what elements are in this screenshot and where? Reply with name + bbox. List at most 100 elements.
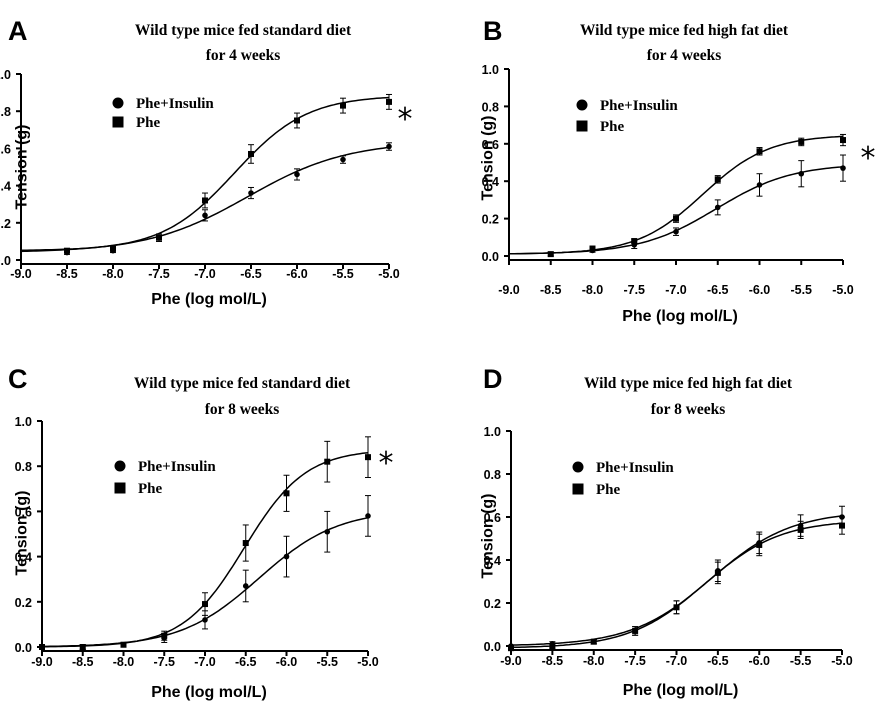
- y-tick-label: 0.0: [484, 640, 501, 654]
- x-tick-label: -6.5: [235, 655, 257, 669]
- legend: Phe+Insulin Phe: [572, 460, 674, 498]
- y-tick-label: 0.4: [0, 180, 11, 194]
- y-tick-label: 0.2: [482, 213, 499, 227]
- data-point: [386, 98, 392, 105]
- x-tick-label: -7.5: [148, 267, 170, 281]
- x-tick-label: -5.0: [357, 655, 379, 669]
- x-tick-label: -8.0: [113, 655, 135, 669]
- y-tick-label: 1.0: [0, 68, 11, 82]
- data-point: [294, 171, 300, 178]
- data-point: [340, 156, 346, 163]
- data-point: [340, 102, 346, 109]
- legend-label: Phe+Insulin: [596, 460, 674, 476]
- data-point: [156, 234, 162, 241]
- series-phe: [39, 495, 371, 650]
- chart-title: for 8 weeks: [651, 401, 726, 418]
- x-tick-label: -6.0: [748, 654, 770, 668]
- data-point: [590, 638, 597, 645]
- legend: Phe+Insulin Phe: [114, 459, 216, 497]
- series-phe-insulin: [508, 516, 845, 652]
- data-point: [324, 458, 331, 465]
- x-axis-title: Phe (log mol/L): [622, 308, 738, 325]
- x-tick-label: -8.5: [72, 655, 94, 669]
- legend-circle-icon: [572, 461, 584, 473]
- legend-label: Phe+Insulin: [600, 98, 678, 114]
- legend-circle-icon: [112, 97, 124, 109]
- chart-title: for 4 weeks: [206, 47, 281, 64]
- significance-asterisk: *: [379, 446, 394, 481]
- series-phe: [509, 154, 846, 257]
- panel-C: C Wild type mice fed standard diet for 8 w…: [8, 364, 394, 701]
- chart-title: Wild type mice fed standard diet: [135, 22, 352, 39]
- data-point: [508, 643, 514, 649]
- significance-asterisk: *: [398, 102, 413, 137]
- legend: Phe+Insulin Phe: [576, 98, 678, 135]
- y-tick-label: 0.2: [0, 217, 11, 231]
- chart-title: Wild type mice fed high fat diet: [580, 22, 789, 39]
- legend: Phe+Insulin Phe: [112, 96, 214, 131]
- x-tick-label: -5.5: [790, 654, 812, 668]
- data-point: [797, 522, 804, 529]
- y-tick-label: 0.6: [15, 505, 32, 519]
- data-point: [294, 117, 300, 124]
- data-point: [714, 176, 721, 183]
- x-tick-label: -7.0: [194, 267, 216, 281]
- x-tick-label: -8.5: [56, 267, 78, 281]
- fit-curve: [20, 96, 390, 252]
- data-point: [589, 247, 596, 254]
- y-tick-label: 0.8: [484, 468, 501, 482]
- x-tick-label: -7.5: [623, 283, 645, 297]
- panel-letter: D: [483, 364, 503, 394]
- x-tick-label: -9.0: [10, 267, 32, 281]
- y-axis-title: Tension (g): [479, 493, 496, 578]
- series-phe-insulin: [20, 93, 392, 254]
- data-point: [248, 190, 254, 196]
- legend-square-icon: [576, 120, 588, 132]
- chart-title: for 8 weeks: [205, 401, 280, 418]
- data-point: [64, 249, 70, 256]
- x-tick-label: -5.5: [790, 283, 812, 297]
- y-tick-label: 0.6: [482, 138, 499, 152]
- y-tick-label: 0.6: [484, 511, 501, 525]
- data-point: [756, 148, 763, 155]
- x-tick-label: -8.0: [582, 283, 604, 297]
- series-phe-insulin: [509, 133, 846, 258]
- data-point: [673, 215, 679, 222]
- y-tick-label: 0.8: [482, 100, 499, 114]
- legend-square-icon: [572, 483, 584, 495]
- y-tick-label: 1.0: [482, 63, 499, 77]
- data-point: [631, 241, 638, 248]
- y-tick-label: 0.6: [0, 142, 11, 156]
- x-tick-label: -8.0: [102, 267, 124, 281]
- y-tick-label: 0.0: [0, 254, 11, 268]
- data-point: [79, 644, 86, 650]
- y-axis-title: Tension (g): [13, 490, 30, 575]
- data-point: [161, 635, 168, 641]
- fit-curve: [509, 135, 844, 255]
- chart-title: Wild type mice fed standard diet: [134, 375, 351, 392]
- data-point: [242, 540, 249, 547]
- y-axis-title: Tension (g): [479, 115, 496, 200]
- data-point: [202, 212, 208, 219]
- series-phe: [20, 142, 392, 256]
- x-tick-label: -7.0: [666, 654, 688, 668]
- x-tick-label: -5.0: [831, 654, 853, 668]
- panel-A: A Wild type mice fed standard diet for 4 w…: [0, 16, 413, 308]
- data-point: [365, 513, 371, 519]
- data-point: [714, 204, 721, 211]
- x-tick-label: -7.0: [665, 283, 687, 297]
- x-tick-label: -8.0: [583, 654, 605, 668]
- data-point: [673, 228, 679, 235]
- data-point: [202, 197, 208, 204]
- y-tick-label: 0.0: [15, 641, 32, 655]
- y-axis-title: Tension (g): [13, 124, 30, 209]
- data-point: [715, 567, 721, 574]
- data-point: [840, 137, 846, 144]
- x-tick-label: -6.5: [240, 267, 262, 281]
- x-tick-label: -9.0: [31, 655, 53, 669]
- y-tick-label: 0.2: [15, 596, 32, 610]
- legend-circle-icon: [114, 460, 126, 472]
- data-point: [242, 583, 249, 589]
- x-tick-label: -7.5: [153, 655, 175, 669]
